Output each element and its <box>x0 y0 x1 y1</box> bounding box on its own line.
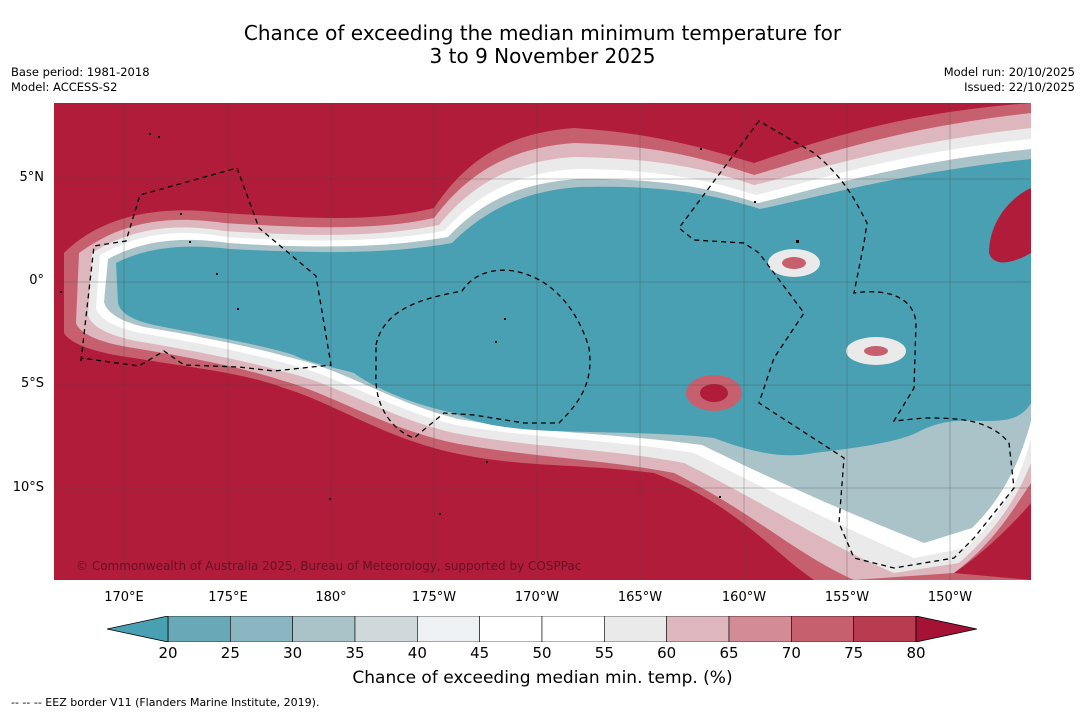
lon-label-160w: 160°W <box>721 590 767 605</box>
colorbar-tick: 35 <box>345 644 365 662</box>
islands <box>60 133 799 515</box>
lon-label-170e: 170°E <box>104 590 144 605</box>
colorbar-tick: 45 <box>470 644 490 662</box>
lat-label-10s: 10°S <box>12 480 44 495</box>
colorbar-arrow-low <box>107 616 169 642</box>
colorbar-segment <box>479 616 543 642</box>
colorbar-segment <box>167 616 231 642</box>
colorbar-segment <box>230 616 293 642</box>
blue-anomaly-region <box>116 159 1031 456</box>
forecast-map <box>54 103 1031 580</box>
issued-date: Issued: 22/10/2025 <box>964 80 1075 94</box>
colorbar-segment <box>604 616 667 642</box>
pocket-red-2 <box>700 384 728 402</box>
lat-label-5n: 5°N <box>19 170 45 185</box>
colorbar-segment <box>417 616 480 642</box>
colorbar-segment <box>728 616 792 642</box>
colorbar-tick: 30 <box>283 644 303 662</box>
lon-label-165w: 165°W <box>617 590 663 605</box>
lon-label-175w: 175°W <box>411 590 457 605</box>
eez-legend: -- -- -- EEZ border V11 (Flanders Marine… <box>11 696 320 709</box>
colorbar-tick: 40 <box>407 644 427 662</box>
base-period: Base period: 1981-2018 <box>11 65 150 79</box>
title-line-2: 3 to 9 November 2025 <box>429 44 656 68</box>
colorbar-tick: 60 <box>657 644 677 662</box>
pocket-red-6 <box>864 346 888 356</box>
eez-borders <box>80 120 1015 569</box>
pocket-red-4 <box>782 257 806 269</box>
colorbar-tick: 75 <box>844 644 864 662</box>
lat-label-5s: 5°S <box>20 376 44 391</box>
map-copyright: © Commonwealth of Australia 2025, Bureau… <box>76 559 582 573</box>
lon-label-155w: 155°W <box>824 590 870 605</box>
colorbar-segment <box>292 616 356 642</box>
colorbar-tick: 80 <box>906 644 926 662</box>
lat-label-0: 0° <box>29 273 44 288</box>
colorbar-tick: 50 <box>532 644 552 662</box>
east-red-pocket <box>989 188 1031 263</box>
colorbar-segment <box>541 616 605 642</box>
colorbar-arrow-high <box>915 616 977 642</box>
title-line-1: Chance of exceeding the median minimum t… <box>243 21 842 45</box>
meta-left: Base period: 1981-2018 Model: ACCESS-S2 <box>11 65 150 95</box>
colorbar-label: Chance of exceeding median min. temp. (%… <box>352 668 733 688</box>
model-name: Model: ACCESS-S2 <box>11 80 118 94</box>
lon-label-150w: 150°W <box>927 590 973 605</box>
colorbar-tick: 25 <box>220 644 240 662</box>
colorbar-segment <box>354 616 418 642</box>
lon-label-180: 180° <box>315 590 347 605</box>
lon-label-175e: 175°E <box>208 590 248 605</box>
lon-label-170w: 170°W <box>514 590 560 605</box>
colorbar-tick: 55 <box>594 644 614 662</box>
meta-right: Model run: 20/10/2025 Issued: 22/10/2025 <box>944 65 1075 95</box>
map-title: Chance of exceeding the median minimum t… <box>0 22 1085 68</box>
map-grid <box>54 103 1031 580</box>
colorbar-segment <box>853 616 917 642</box>
colorbar-tick: 70 <box>781 644 801 662</box>
model-run: Model run: 20/10/2025 <box>943 65 1075 79</box>
colorbar-segment <box>666 616 730 642</box>
colorbar <box>107 616 977 642</box>
colorbar-segment <box>791 616 854 642</box>
colorbar-tick: 20 <box>158 644 178 662</box>
colorbar-tick: 65 <box>719 644 739 662</box>
